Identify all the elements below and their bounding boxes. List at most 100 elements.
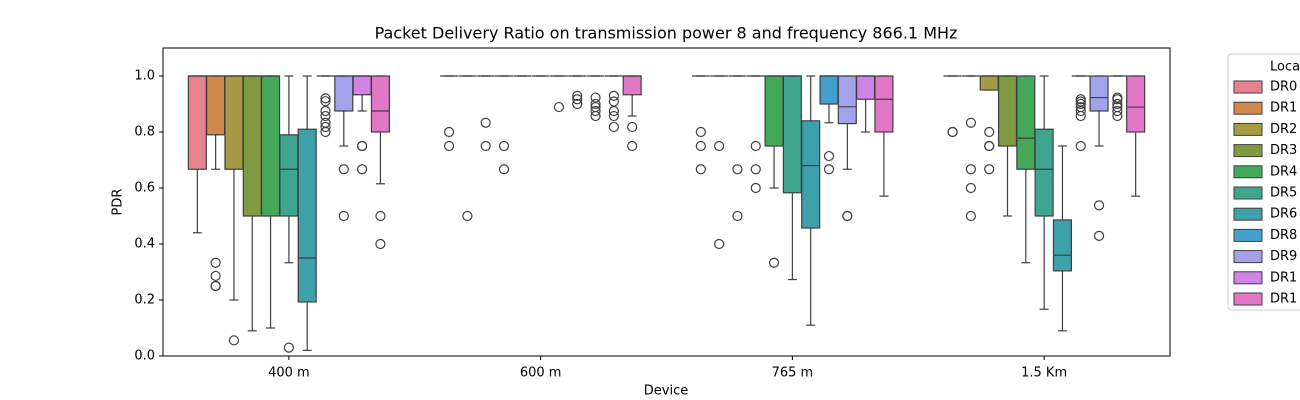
outlier [984,126,995,138]
box [334,75,354,112]
box [801,120,821,229]
legend-label: DR5 [1270,186,1297,201]
outlier [984,164,995,175]
outlier [732,210,743,222]
legend-label: DR6 [1270,207,1297,222]
outlier [608,90,619,101]
legend-swatch [1233,228,1263,242]
outlier [357,164,368,175]
legend-swatch [1233,144,1263,158]
legend-swatch [1233,271,1263,285]
outlier [480,117,491,128]
outlier [590,110,601,122]
box [782,75,802,194]
legend-label: DR3 [1270,143,1297,158]
outlier [608,105,619,117]
outlier [750,164,761,175]
x-tick-label: 600 m [520,366,562,381]
outlier [1093,230,1105,241]
plot-frame [162,47,1171,357]
outlier [627,140,638,152]
legend-label: DR1 [1270,270,1297,285]
outlier [695,140,706,152]
box [242,75,262,217]
legend-label: DR4 [1270,164,1297,179]
outlier [1075,110,1086,122]
outlier [608,96,619,107]
legend-swatch [1233,207,1263,221]
outlier [1112,110,1123,122]
box [279,134,299,217]
legend-label: DR1 [1270,101,1297,116]
legend-label: DR2 [1270,122,1297,137]
outlier [1112,94,1123,105]
outlier [553,101,565,113]
outlier [965,117,976,128]
outlier [320,96,331,107]
y-tick-label: 0.6 [134,181,155,196]
outlier [608,110,619,122]
box [874,75,894,133]
box [1089,75,1109,112]
box [1016,75,1036,170]
box [260,75,281,217]
box [206,75,226,136]
outlier [498,140,510,152]
outlier [210,270,221,282]
outlier [320,121,331,133]
y-tick-label: 1.0 [134,69,155,84]
outlier [590,98,601,110]
outlier [338,164,349,175]
box [819,75,839,105]
y-tick-label: 0.0 [134,349,155,364]
outlier [1075,140,1086,152]
legend-swatch [1233,122,1263,136]
outlier [947,126,958,138]
legend-title: Location [1270,60,1300,75]
x-tick-label: 1.5 Km [1021,366,1067,381]
legend-label: DR0 [1270,80,1297,95]
outlier [480,140,491,152]
legend-swatch [1233,292,1263,306]
outlier [965,182,976,194]
legend-swatch [1233,101,1263,115]
outlier [320,93,331,104]
box [1034,128,1054,217]
outlier [210,257,221,268]
box [370,75,390,133]
outlier [608,121,619,133]
legend-label: DR1 [1270,292,1297,307]
outlier [965,164,976,175]
outlier [732,164,743,175]
outlier [228,335,240,346]
box [837,75,857,125]
outlier [1093,200,1105,211]
outlier [210,280,221,292]
outlier [750,182,761,194]
outlier [750,140,761,152]
box [979,75,999,91]
outlier [443,140,455,152]
outlier [823,164,835,175]
outlier [375,210,386,222]
legend-swatch [1233,250,1263,264]
outlier [1075,98,1086,110]
outlier [320,110,331,122]
y-axis-label: PDR [111,189,126,216]
outlier [714,238,725,250]
outlier [572,90,583,101]
legend-swatch [1233,80,1263,94]
legend-swatch [1233,165,1263,179]
box [297,128,317,303]
box [187,75,207,170]
box [997,75,1018,147]
outlier [823,150,835,162]
outlier [1075,105,1086,117]
outlier [320,126,331,138]
outlier [714,140,725,152]
outlier [695,126,706,138]
box [622,75,642,96]
outlier [965,210,976,222]
outlier [572,98,583,110]
